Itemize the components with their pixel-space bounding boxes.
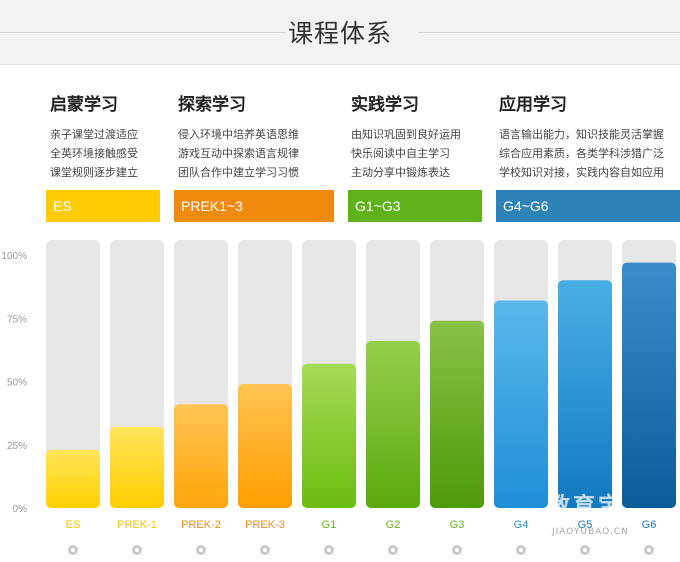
x-tick-label: PREK-2	[181, 519, 221, 531]
header-right-line	[418, 32, 680, 33]
y-tick-label: 25%	[7, 441, 27, 452]
stage-description: 亲子课堂过渡适应 全英环境接触感受 课堂规则逐步建立	[50, 125, 138, 182]
band-g4-g6: G4~G6	[496, 190, 680, 222]
bar-g3	[430, 320, 484, 508]
x-tick-label: G3	[450, 519, 465, 531]
step-dot-center	[71, 548, 75, 552]
stage-description: 语言输出能力，知识技能灵活掌握 综合应用素质，各类学科涉猎广泛 学校知识对接，实…	[499, 125, 664, 182]
x-tick-label: PREK-3	[245, 519, 285, 531]
page-title: 课程体系	[287, 19, 392, 48]
stage-title: 探索学习	[178, 95, 246, 115]
watermark-logo: 教育宝	[548, 494, 624, 519]
bar-g5	[558, 280, 612, 508]
stage-practice: 实践学习 由知识巩固到良好运用 快乐阅读中自主学习 主动分享中锻炼表达	[351, 90, 461, 182]
band-g1-g3: G1~G3	[348, 190, 482, 222]
band-prek: PREK1~3	[174, 190, 334, 222]
band-es: ES	[46, 190, 160, 222]
stage-desc-line: 由知识巩固到良好运用	[351, 128, 461, 141]
step-dot-center	[135, 548, 139, 552]
bar-prek-3	[238, 384, 292, 508]
bar-es	[46, 449, 100, 508]
step-dot-center	[583, 548, 587, 552]
stage-desc-line: 综合应用素质，各类学科涉猎广泛	[499, 147, 664, 160]
stage-desc-line: 课堂规则逐步建立	[50, 166, 138, 179]
y-tick-label: 0%	[13, 504, 28, 515]
x-tick-label: G1	[322, 519, 337, 531]
stage-title: 应用学习	[499, 95, 567, 115]
bar-g4	[494, 300, 548, 508]
bar-track	[46, 240, 100, 508]
y-tick-label: 50%	[7, 378, 27, 389]
stage-desc-line: 快乐阅读中自主学习	[351, 147, 450, 160]
section-header: 课程体系	[0, 0, 680, 65]
stage-title: 启蒙学习	[50, 95, 118, 115]
bar-prek-1	[110, 427, 164, 508]
step-dot-center	[327, 548, 331, 552]
stage-desc-line: 学校知识对接，实践内容自如应用	[499, 166, 664, 179]
step-dot-center	[263, 548, 267, 552]
step-dot-center	[519, 548, 523, 552]
stage-exploration: 探索学习 侵入环境中培养英语思维 游戏互动中探索语言规律 团队合作中建立学习习惯	[178, 90, 299, 182]
watermark-url: JIAOYUBAO.CN	[552, 527, 629, 537]
x-tick-label: ES	[66, 519, 81, 531]
stage-desc-line: 亲子课堂过渡适应	[50, 128, 138, 141]
y-tick-label: 75%	[7, 314, 27, 325]
y-tick-label: 100%	[1, 251, 27, 262]
step-dot-center	[391, 548, 395, 552]
step-dot-center	[647, 548, 651, 552]
stage-application: 应用学习 语言输出能力，知识技能灵活掌握 综合应用素质，各类学科涉猎广泛 学校知…	[499, 90, 664, 182]
stage-description: 由知识巩固到良好运用 快乐阅读中自主学习 主动分享中锻炼表达	[351, 125, 461, 182]
stage-desc-line: 主动分享中锻炼表达	[351, 166, 450, 179]
bar-g6	[622, 262, 676, 508]
stage-desc-line: 团队合作中建立学习习惯	[178, 166, 299, 179]
header-left-line	[0, 32, 285, 33]
bar-g2	[366, 341, 420, 508]
stage-description: 侵入环境中培养英语思维 游戏互动中探索语言规律 团队合作中建立学习习惯	[178, 125, 299, 182]
bar-prek-2	[174, 404, 228, 508]
x-tick-label: G5	[578, 519, 593, 531]
stage-title: 实践学习	[351, 95, 419, 115]
x-tick-label: G2	[386, 519, 401, 531]
x-tick-label: G4	[514, 519, 529, 531]
step-dot-center	[199, 548, 203, 552]
stage-desc-line: 侵入环境中培养英语思维	[178, 128, 299, 141]
x-tick-label: PREK-1	[117, 519, 157, 531]
bar-g1	[302, 363, 356, 508]
stage-desc-line: 游戏互动中探索语言规律	[178, 147, 299, 160]
stage-desc-line: 全英环境接触感受	[50, 147, 138, 160]
stage-desc-line: 语言输出能力，知识技能灵活掌握	[499, 128, 664, 141]
step-dot-center	[455, 548, 459, 552]
stage-enlightenment: 启蒙学习 亲子课堂过渡适应 全英环境接触感受 课堂规则逐步建立	[50, 90, 138, 182]
x-tick-label: G6	[642, 519, 657, 531]
